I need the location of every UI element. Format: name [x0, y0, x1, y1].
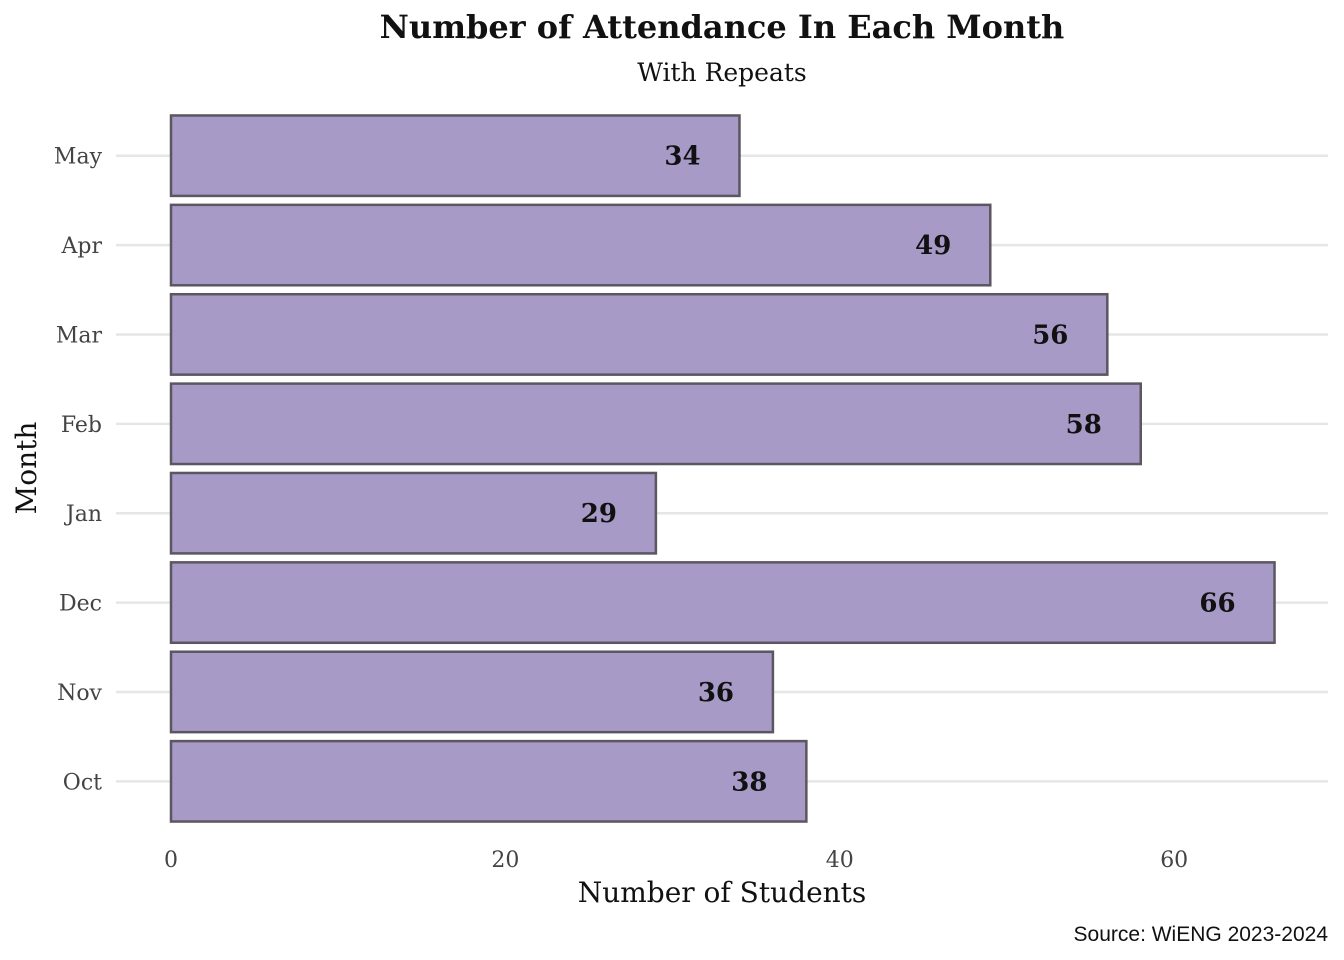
y-tick-label-jan: Jan	[64, 502, 102, 527]
bar-oct	[169, 739, 808, 823]
chart-subtitle: With Repeats	[637, 58, 807, 87]
bar-nov	[169, 650, 775, 734]
x-tick-label-60: 60	[1160, 848, 1188, 873]
data-labels: 38 36 66 29 58 56 49 34	[581, 142, 1236, 798]
data-label-nov: 36	[698, 678, 734, 708]
y-tick-label-dec: Dec	[59, 592, 102, 617]
y-tick-label-feb: Feb	[61, 413, 102, 438]
data-label-apr: 49	[915, 231, 951, 261]
x-tick-label-20: 20	[491, 848, 519, 873]
bar-may	[169, 114, 741, 198]
y-tick-label-may: May	[54, 145, 103, 170]
x-tick-label-0: 0	[164, 848, 178, 873]
bar-feb	[169, 382, 1143, 466]
bar-jan	[169, 471, 658, 555]
data-label-oct: 38	[731, 767, 767, 797]
y-tick-label-oct: Oct	[63, 770, 102, 795]
data-label-may: 34	[664, 142, 700, 172]
x-axis-title: Number of Students	[578, 876, 867, 909]
y-axis-title: Month	[10, 422, 43, 515]
data-label-feb: 58	[1066, 410, 1102, 440]
x-axis-ticks: 0 20 40 60	[164, 848, 1188, 873]
data-label-dec: 66	[1199, 589, 1235, 619]
bar-dec	[169, 561, 1276, 645]
bars	[169, 114, 1276, 823]
data-label-jan: 29	[581, 499, 617, 529]
y-tick-label-mar: Mar	[56, 323, 103, 348]
bar-mar	[169, 292, 1109, 376]
y-tick-label-apr: Apr	[61, 234, 103, 259]
source-caption: Source: WiENG 2023-2024	[1074, 923, 1329, 946]
y-tick-label-nov: Nov	[57, 681, 102, 706]
data-label-mar: 56	[1032, 320, 1068, 350]
chart-title: Number of Attendance In Each Month	[380, 8, 1065, 46]
y-axis-ticks: Oct Nov Dec Jan Feb Mar Apr May	[54, 145, 103, 796]
bar-apr	[169, 203, 992, 287]
x-tick-label-40: 40	[826, 848, 854, 873]
